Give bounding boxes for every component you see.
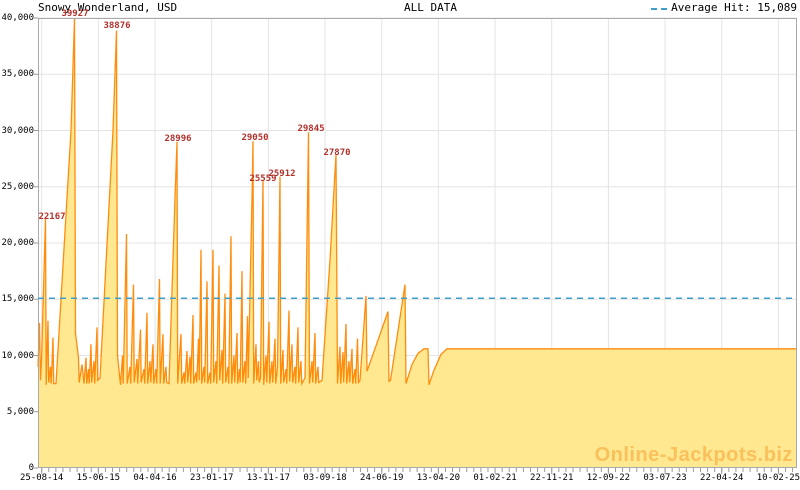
x-axis-label: 12-09-22	[586, 473, 631, 483]
y-axis-label: 35,000	[1, 69, 34, 80]
peak-win-label: 39927	[61, 9, 89, 19]
x-axis-label: 23-01-17	[190, 473, 234, 483]
peak-win-label: 29050	[241, 133, 269, 143]
date-range-label: ALL DATA	[404, 1, 457, 14]
y-axis-label: 40,000	[1, 13, 34, 23]
peak-win-label: 25912	[268, 169, 296, 179]
x-axis-label: 01-02-21	[473, 473, 517, 483]
x-axis-label: 10-02-25	[756, 473, 800, 483]
x-axis-label: 22-11-21	[530, 473, 574, 483]
peak-win-label: 22167	[38, 212, 66, 222]
x-axis-label: 22-04-24	[700, 473, 744, 483]
y-axis-label: 15,000	[1, 294, 34, 305]
average-hit-legend: Average Hit: 15,089	[651, 1, 797, 15]
average-hit-text: Average Hit: 15,089	[671, 1, 797, 14]
y-axis-label: 30,000	[1, 125, 34, 136]
x-axis-label: 25-08-14	[20, 473, 64, 483]
average-line-swatch-icon	[651, 7, 668, 10]
x-axis-label: 13-04-20	[416, 473, 461, 483]
x-axis-label: 13-11-17	[246, 473, 291, 483]
y-axis-label: 25,000	[1, 181, 34, 192]
x-axis-label: 15-06-15	[76, 473, 121, 483]
y-axis-label: 10,000	[1, 350, 34, 361]
plot-border	[38, 18, 797, 468]
x-axis-label: 03-07-23	[643, 473, 687, 483]
x-axis-label: 04-04-16	[133, 473, 177, 483]
y-axis-label: 20,000	[1, 238, 34, 248]
chart-title: Snowy Wonderland, USD	[38, 1, 178, 14]
x-axis-label: 03-09-18	[303, 473, 347, 483]
y-axis-label: 5,000	[6, 406, 34, 417]
x-axis-label: 24-06-19	[360, 473, 404, 483]
peak-win-label: 29845	[297, 124, 325, 134]
jackpot-area-fill	[38, 18, 797, 468]
y-axis-label: 0	[28, 463, 34, 473]
peak-win-label: 38876	[103, 21, 131, 31]
peak-win-label: 28996	[164, 134, 192, 144]
peak-win-label: 25559	[249, 174, 277, 184]
jackpot-line	[37, 18, 797, 386]
peak-win-label: 27870	[323, 148, 351, 158]
watermark: Online-Jackpots.biz	[594, 444, 793, 466]
